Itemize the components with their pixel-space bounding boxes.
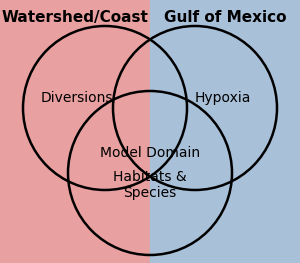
Text: Watershed/Coast: Watershed/Coast bbox=[2, 11, 148, 26]
Text: Gulf of Mexico: Gulf of Mexico bbox=[164, 11, 286, 26]
Bar bbox=[0, 0, 150, 263]
Bar bbox=[150, 0, 300, 263]
Text: Habitats &
Species: Habitats & Species bbox=[113, 170, 187, 200]
Text: Diversions: Diversions bbox=[41, 91, 113, 105]
Text: Hypoxia: Hypoxia bbox=[195, 91, 251, 105]
Text: Model Domain: Model Domain bbox=[100, 146, 200, 160]
